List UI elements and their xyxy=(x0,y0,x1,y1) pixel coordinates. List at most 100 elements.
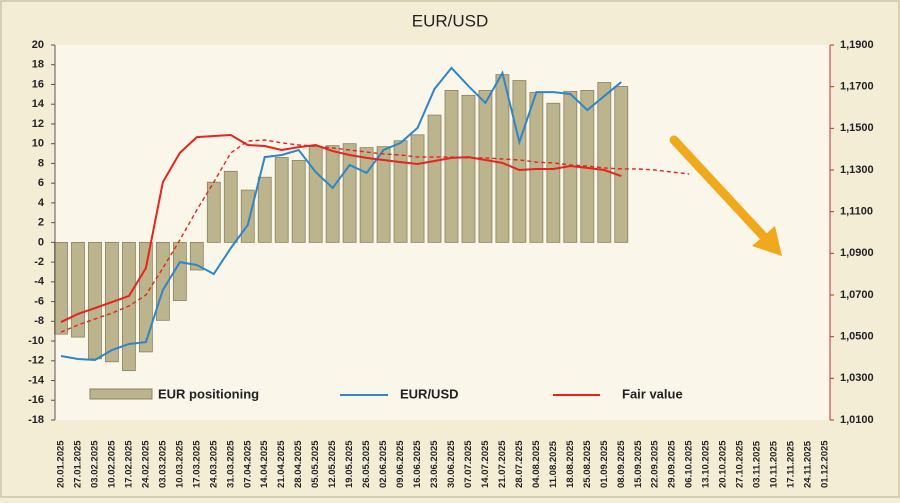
x-tick-label: 16.06.2025 xyxy=(412,440,423,488)
x-tick-label: 06.10.2025 xyxy=(684,440,695,488)
bar xyxy=(359,147,374,243)
y-tick-label: 20 xyxy=(32,39,44,51)
bar xyxy=(512,80,527,243)
x-tick-label: 13.10.2025 xyxy=(701,440,712,488)
x-tick-label: 25.08.2025 xyxy=(582,440,593,488)
bar xyxy=(342,143,357,243)
x-tick-label: 28.04.2025 xyxy=(293,440,304,488)
x-tick-label: 28.07.2025 xyxy=(514,440,525,488)
x-tick-label: 17.11.2025 xyxy=(786,440,797,488)
y2-tick-label: 1,1900 xyxy=(840,39,874,51)
x-tick-label: 30.06.2025 xyxy=(446,440,457,488)
x-tick-label: 08.09.2025 xyxy=(616,440,627,488)
x-tick-label: 14.07.2025 xyxy=(480,440,491,488)
bar xyxy=(614,86,629,243)
y2-tick-label: 1,0700 xyxy=(840,289,874,301)
legend-label: Fair value xyxy=(622,386,683,401)
bar xyxy=(223,170,238,243)
bar xyxy=(291,160,306,243)
y2-tick-label: 1,1100 xyxy=(840,206,873,218)
y-tick-label: -2 xyxy=(34,256,44,268)
bar xyxy=(274,157,289,243)
x-tick-label: 07.07.2025 xyxy=(463,440,474,488)
bar xyxy=(461,94,476,243)
x-tick-label: 27.10.2025 xyxy=(735,440,746,488)
x-tick-label: 23.06.2025 xyxy=(429,440,440,488)
y2-tick-label: 1,0300 xyxy=(840,372,874,384)
bar xyxy=(325,145,340,243)
y-tick-label: -12 xyxy=(28,355,44,367)
bar xyxy=(427,114,442,243)
x-tick-label: 02.06.2025 xyxy=(378,440,389,488)
y2-tick-label: 1,1700 xyxy=(840,81,874,93)
y-tick-label: -16 xyxy=(28,394,44,406)
chart-title: EUR/USD xyxy=(412,11,489,30)
x-tick-label: 09.06.2025 xyxy=(395,440,406,488)
bar xyxy=(393,140,408,243)
marks xyxy=(54,66,690,372)
bar xyxy=(88,241,102,360)
line-series xyxy=(60,66,622,362)
x-tick-label: 07.04.2025 xyxy=(242,440,253,488)
y-tick-label: 2 xyxy=(38,217,44,229)
x-tick-label: 21.07.2025 xyxy=(497,440,508,488)
x-tick-label: 24.02.2025 xyxy=(140,440,151,488)
x-tick-label: 11.08.2025 xyxy=(548,440,559,488)
x-tick-label: 10.03.2025 xyxy=(174,440,185,488)
x-tick-label: 01.12.2025 xyxy=(820,440,831,488)
y-tick-label: 0 xyxy=(38,236,44,248)
x-tick-label: 14.04.2025 xyxy=(259,440,270,488)
line-series xyxy=(60,133,622,323)
x-tick-label: 21.04.2025 xyxy=(276,440,287,488)
y2-tick-label: 1,0100 xyxy=(840,414,874,426)
bar xyxy=(546,102,561,243)
x-tick-label: 18.08.2025 xyxy=(565,440,576,488)
bar xyxy=(206,181,221,243)
x-tick-label: 03.02.2025 xyxy=(89,440,100,488)
x-tick-label: 10.11.2025 xyxy=(769,440,780,488)
x-tick-label: 03.11.2025 xyxy=(752,440,763,488)
x-tick-label: 20.01.2025 xyxy=(56,440,67,488)
y-tick-label: 14 xyxy=(32,98,45,110)
y-tick-label: 6 xyxy=(38,177,44,189)
x-tick-label: 31.03.2025 xyxy=(225,440,236,488)
x-tick-label: 17.02.2025 xyxy=(123,440,134,488)
bar xyxy=(189,241,204,271)
y-tick-label: 8 xyxy=(38,157,44,169)
plot-area xyxy=(55,45,830,420)
x-tick-label: 01.09.2025 xyxy=(599,440,610,488)
legend-label: EUR positioning xyxy=(158,386,259,401)
x-tick-label: 22.09.2025 xyxy=(650,440,661,488)
bar xyxy=(410,134,425,243)
x-tick-label: 03.03.2025 xyxy=(157,440,168,488)
bar xyxy=(444,89,459,243)
x-tick-label: 04.08.2025 xyxy=(531,440,542,488)
x-tick-label: 19.05.2025 xyxy=(344,440,355,488)
legend-swatch xyxy=(89,388,153,400)
bar xyxy=(597,82,612,243)
legend-label: EUR/USD xyxy=(400,386,459,401)
y2-tick-label: 1,0900 xyxy=(840,247,874,259)
bar xyxy=(478,89,493,243)
y-tick-label: -10 xyxy=(28,335,44,347)
x-tick-label: 05.05.2025 xyxy=(310,440,321,488)
bar xyxy=(376,146,391,243)
x-tick-label: 29.09.2025 xyxy=(667,440,678,488)
trend-arrow xyxy=(669,135,782,256)
y-tick-label: -18 xyxy=(28,414,44,426)
bar xyxy=(240,189,255,243)
y-tick-label: 4 xyxy=(38,197,45,209)
y-tick-label: 10 xyxy=(32,138,44,150)
y-tick-label: 16 xyxy=(32,78,44,90)
x-tick-label: 12.05.2025 xyxy=(327,440,338,488)
x-tick-label: 24.11.2025 xyxy=(803,440,814,488)
y-tick-label: -4 xyxy=(34,276,45,288)
y-tick-label: -8 xyxy=(34,315,44,327)
x-tick-label: 27.01.2025 xyxy=(72,440,83,488)
bar xyxy=(257,176,272,243)
bar xyxy=(308,146,323,243)
x-tick-label: 20.10.2025 xyxy=(718,440,729,488)
y-tick-label: 18 xyxy=(32,59,44,71)
x-tick-label: 24.03.2025 xyxy=(208,440,219,488)
